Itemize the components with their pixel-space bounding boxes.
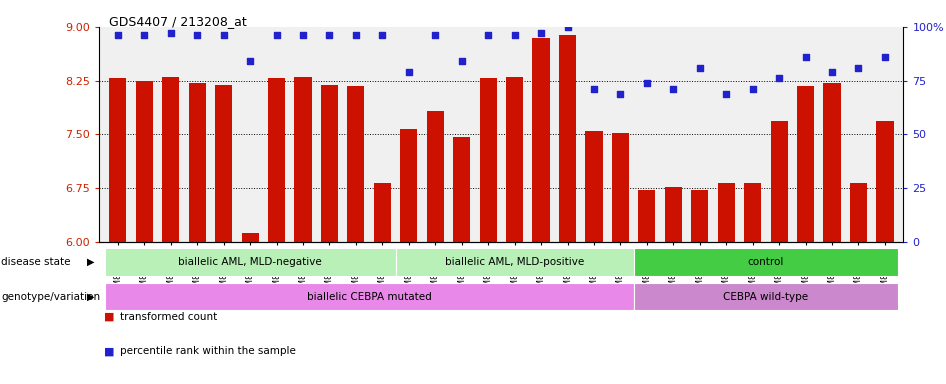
- Bar: [533, 38, 550, 242]
- Bar: [135, 81, 153, 242]
- Bar: [105, 248, 395, 276]
- Bar: [453, 137, 470, 242]
- Bar: [241, 233, 258, 242]
- Point: [322, 32, 337, 38]
- Point: [269, 32, 284, 38]
- Point: [666, 86, 681, 92]
- Bar: [395, 248, 634, 276]
- Text: CEBPA wild-type: CEBPA wild-type: [724, 291, 809, 302]
- Text: genotype/variation: genotype/variation: [1, 291, 100, 302]
- Text: ▶: ▶: [87, 257, 95, 267]
- Point: [692, 65, 708, 71]
- Text: GDS4407 / 213208_at: GDS4407 / 213208_at: [109, 15, 247, 28]
- Bar: [634, 283, 898, 310]
- Bar: [480, 78, 497, 242]
- Text: ▶: ▶: [87, 291, 95, 302]
- Bar: [665, 187, 682, 242]
- Bar: [718, 183, 735, 242]
- Bar: [427, 111, 444, 242]
- Point: [745, 86, 761, 92]
- Text: biallelic CEBPA mutated: biallelic CEBPA mutated: [307, 291, 431, 302]
- Point: [375, 32, 390, 38]
- Bar: [634, 248, 898, 276]
- Bar: [294, 77, 311, 242]
- Point: [772, 75, 787, 81]
- Point: [481, 32, 496, 38]
- Text: transformed count: transformed count: [120, 312, 218, 322]
- Text: biallelic AML, MLD-positive: biallelic AML, MLD-positive: [445, 257, 585, 267]
- Point: [507, 32, 522, 38]
- Bar: [400, 129, 417, 242]
- Bar: [850, 183, 867, 242]
- Point: [348, 32, 363, 38]
- Point: [613, 91, 628, 97]
- Bar: [823, 83, 841, 242]
- Bar: [105, 283, 634, 310]
- Bar: [374, 183, 391, 242]
- Bar: [268, 78, 285, 242]
- Point: [719, 91, 734, 97]
- Point: [798, 54, 814, 60]
- Bar: [321, 85, 338, 242]
- Point: [534, 30, 549, 36]
- Text: ■: ■: [104, 346, 114, 356]
- Bar: [347, 86, 364, 242]
- Point: [111, 32, 126, 38]
- Point: [587, 86, 602, 92]
- Bar: [109, 78, 127, 242]
- Point: [850, 65, 866, 71]
- Bar: [188, 83, 206, 242]
- Point: [295, 32, 310, 38]
- Point: [216, 32, 231, 38]
- Bar: [559, 35, 576, 242]
- Text: percentile rank within the sample: percentile rank within the sample: [120, 346, 296, 356]
- Bar: [162, 77, 180, 242]
- Bar: [215, 85, 233, 242]
- Point: [428, 32, 443, 38]
- Bar: [876, 121, 894, 242]
- Point: [877, 54, 892, 60]
- Bar: [506, 77, 523, 242]
- Text: biallelic AML, MLD-negative: biallelic AML, MLD-negative: [178, 257, 322, 267]
- Point: [560, 24, 575, 30]
- Text: control: control: [747, 257, 784, 267]
- Point: [242, 58, 257, 65]
- Bar: [639, 190, 656, 242]
- Point: [189, 32, 204, 38]
- Bar: [745, 183, 762, 242]
- Text: ■: ■: [104, 312, 114, 322]
- Bar: [770, 121, 788, 242]
- Bar: [612, 133, 629, 242]
- Point: [825, 69, 840, 75]
- Point: [639, 80, 655, 86]
- Point: [163, 30, 178, 36]
- Bar: [797, 86, 815, 242]
- Point: [137, 32, 152, 38]
- Bar: [586, 131, 603, 242]
- Bar: [692, 190, 709, 242]
- Point: [401, 69, 416, 75]
- Point: [454, 58, 469, 65]
- Text: disease state: disease state: [1, 257, 70, 267]
